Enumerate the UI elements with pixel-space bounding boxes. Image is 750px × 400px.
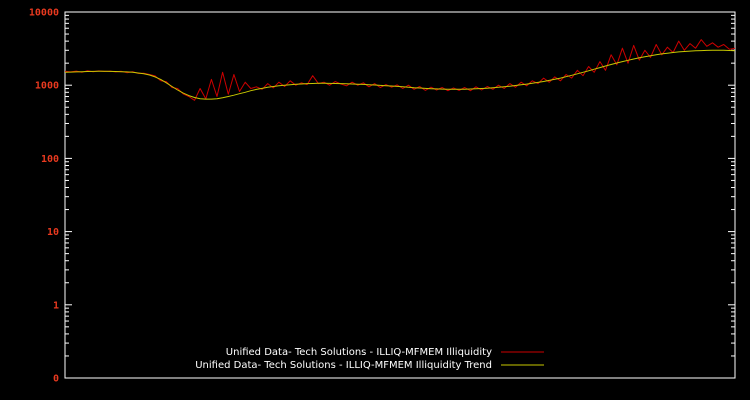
y-tick-label: 1 <box>53 300 59 311</box>
y-tick-label: 1000 <box>35 81 59 92</box>
legend-label-illiquidity-trend: Unified Data- Tech Solutions - ILLIQ-MFM… <box>195 360 492 371</box>
legend-label-illiquidity: Unified Data- Tech Solutions - ILLIQ-MFM… <box>226 347 492 358</box>
series-line-illiquidity <box>64 39 736 101</box>
series-lines <box>64 39 736 101</box>
y-tick-label: 10 <box>47 227 59 238</box>
y-axis-ticks <box>65 11 735 379</box>
y-tick-label: 0 <box>53 374 59 385</box>
series-line-illiquidity-trend <box>64 49 736 100</box>
y-tick-label: 100 <box>41 154 59 165</box>
legend: Unified Data- Tech Solutions - ILLIQ-MFM… <box>195 347 544 371</box>
plot-border <box>64 11 736 379</box>
y-tick-label: 10000 <box>29 8 59 19</box>
